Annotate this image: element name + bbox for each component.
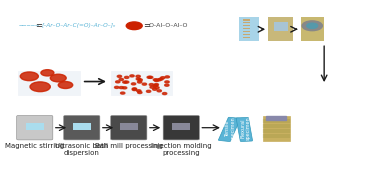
Bar: [243, 19, 250, 21]
Circle shape: [119, 87, 124, 89]
Circle shape: [165, 76, 169, 78]
Circle shape: [121, 92, 125, 94]
Bar: [263, 116, 290, 141]
Text: Ultrasonic bath
dispersion: Ultrasonic bath dispersion: [55, 143, 108, 156]
FancyBboxPatch shape: [17, 116, 53, 140]
Circle shape: [124, 76, 129, 78]
Circle shape: [123, 81, 127, 83]
Bar: [239, 17, 259, 41]
Circle shape: [149, 76, 153, 78]
Circle shape: [154, 84, 158, 86]
Circle shape: [154, 79, 159, 81]
Text: =: =: [143, 21, 150, 30]
Circle shape: [132, 88, 136, 91]
Circle shape: [138, 79, 142, 81]
Bar: [243, 22, 250, 24]
Circle shape: [149, 84, 153, 86]
Text: Tensile
specimen: Tensile specimen: [225, 117, 236, 140]
FancyBboxPatch shape: [64, 116, 100, 140]
Circle shape: [41, 70, 54, 76]
Bar: [243, 37, 250, 38]
Circle shape: [138, 92, 142, 94]
Circle shape: [153, 88, 157, 90]
Bar: [26, 123, 44, 130]
Bar: [243, 31, 250, 32]
FancyBboxPatch shape: [236, 117, 253, 141]
Circle shape: [116, 81, 120, 83]
Bar: [243, 34, 250, 35]
Circle shape: [147, 76, 152, 78]
Circle shape: [161, 77, 165, 79]
Circle shape: [163, 93, 167, 95]
Circle shape: [132, 83, 136, 85]
Text: Injection molding
processing: Injection molding processing: [151, 143, 212, 156]
Text: O–Al–O–Al–O: O–Al–O–Al–O: [149, 23, 188, 28]
Circle shape: [150, 86, 154, 88]
Circle shape: [58, 82, 73, 88]
Circle shape: [130, 75, 134, 77]
Text: ~~~~~: ~~~~~: [19, 23, 40, 29]
Circle shape: [20, 72, 38, 81]
Bar: [120, 123, 138, 130]
Circle shape: [117, 75, 122, 77]
Text: [–Ar–O–Ar–C(=O)–Ar–O–]ₙ: [–Ar–O–Ar–C(=O)–Ar–O–]ₙ: [42, 23, 116, 28]
Bar: [301, 17, 324, 41]
Bar: [172, 123, 190, 130]
Bar: [268, 17, 293, 41]
Circle shape: [136, 90, 141, 92]
Circle shape: [307, 23, 318, 28]
Circle shape: [126, 22, 142, 30]
Bar: [266, 116, 286, 120]
Circle shape: [146, 90, 151, 92]
Bar: [274, 22, 288, 31]
Text: =: =: [35, 21, 42, 30]
Circle shape: [115, 86, 119, 88]
Circle shape: [159, 78, 163, 80]
Bar: [111, 71, 172, 95]
Circle shape: [138, 81, 142, 83]
Circle shape: [157, 79, 161, 81]
Circle shape: [153, 85, 158, 87]
Bar: [19, 71, 80, 95]
Circle shape: [50, 74, 66, 82]
Circle shape: [157, 90, 161, 92]
Circle shape: [124, 81, 129, 83]
Circle shape: [153, 79, 158, 81]
FancyBboxPatch shape: [163, 116, 199, 140]
Circle shape: [155, 87, 159, 89]
FancyBboxPatch shape: [218, 117, 240, 141]
Bar: [243, 25, 250, 26]
Circle shape: [122, 87, 127, 89]
Circle shape: [136, 75, 140, 77]
Text: Magnetic stirring: Magnetic stirring: [5, 143, 64, 149]
Bar: [73, 123, 91, 130]
FancyBboxPatch shape: [111, 116, 147, 140]
Text: Ball mill processing: Ball mill processing: [95, 143, 163, 149]
Text: Flexural
specimen: Flexural specimen: [240, 117, 251, 140]
Circle shape: [119, 78, 124, 81]
Circle shape: [302, 21, 322, 31]
Circle shape: [132, 88, 136, 90]
Circle shape: [165, 81, 169, 83]
Circle shape: [30, 82, 50, 92]
Bar: [243, 28, 250, 29]
Circle shape: [142, 83, 147, 85]
Circle shape: [165, 84, 169, 86]
Circle shape: [136, 78, 141, 80]
